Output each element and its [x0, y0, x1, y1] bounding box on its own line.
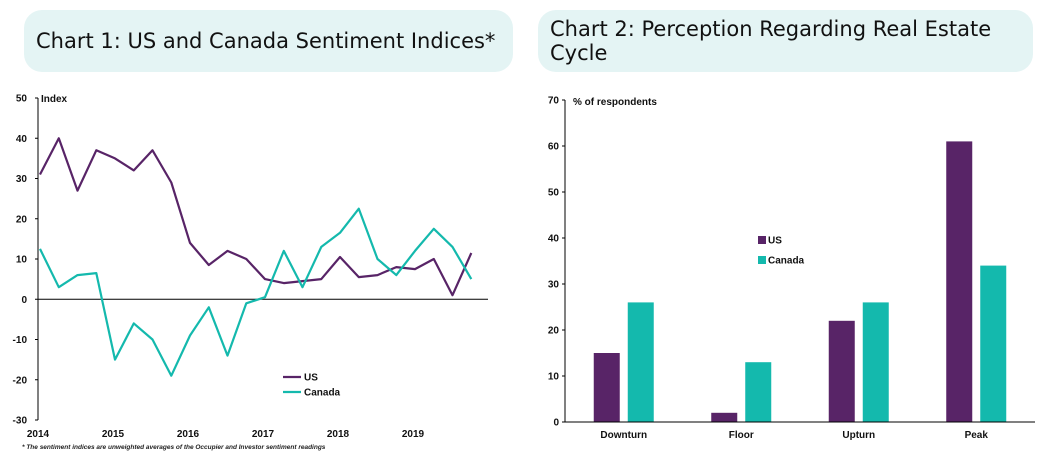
chart2-y-tick-label: 20 — [548, 326, 560, 337]
chart2-bar-canada-upturn — [862, 302, 889, 422]
chart1-footnote: * The sentiment indices are unweighted a… — [22, 444, 326, 451]
chart1-x-tick-label: 2015 — [102, 429, 125, 440]
chart2-legend-swatch-us — [758, 236, 766, 244]
chart1-y-tick-label: 0 — [21, 295, 27, 306]
chart2-legend-label-us: US — [768, 236, 782, 247]
chart1-y-axis-label: Index — [41, 94, 68, 105]
chart2-x-tick-label: Downturn — [600, 430, 647, 441]
chart2-bar-us-floor — [711, 412, 738, 422]
chart2-y-tick-label: 10 — [548, 372, 560, 383]
chart2-y-tick-label: 0 — [553, 418, 559, 429]
chart1-y-tick-label: 10 — [16, 255, 28, 266]
chart1-title-text: Chart 1: US and Canada Sentiment Indices… — [36, 29, 496, 53]
chart1-x-tick-label: 2019 — [402, 429, 425, 440]
chart1-x-tick-label: 2014 — [27, 429, 50, 440]
chart2-legend-swatch-canada — [758, 256, 766, 264]
chart1-title: Chart 1: US and Canada Sentiment Indices… — [24, 10, 513, 72]
chart2-bar-us-peak — [946, 141, 973, 422]
chart2-y-tick-label: 40 — [548, 234, 560, 245]
chart1-y-tick-label: 30 — [16, 174, 28, 185]
chart2-y-tick-label: 60 — [548, 142, 560, 153]
chart2-x-tick-label: Peak — [965, 430, 989, 441]
chart1-legend-label-canada: Canada — [304, 388, 341, 399]
chart1-series-line-canada — [39, 207, 473, 377]
chart1-y-tick-label: -20 — [13, 375, 28, 386]
chart2-bar-canada-floor — [745, 362, 772, 422]
chart1-legend-label-us: US — [304, 373, 318, 384]
chart1-series-line-us — [39, 137, 473, 297]
chart1-y-tick-label: -30 — [13, 416, 28, 427]
chart2-x-tick-label: Floor — [729, 430, 754, 441]
chart1-x-tick-label: 2016 — [177, 429, 200, 440]
chart2-y-axis-label: % of respondents — [573, 97, 657, 108]
chart2-y-tick-label: 70 — [548, 96, 560, 107]
chart2-y-tick-label: 50 — [548, 188, 560, 199]
chart2-title-text: Chart 2: Perception Regarding Real Estat… — [550, 17, 992, 65]
chart1-x-tick-label: 2017 — [252, 429, 275, 440]
chart2-x-tick-label: Upturn — [842, 430, 875, 441]
chart1-y-tick-label: 50 — [16, 94, 28, 105]
chart1-y-tick-label: -10 — [13, 335, 28, 346]
chart2-bar-canada-downturn — [627, 302, 654, 422]
chart1-y-tick-label: 20 — [16, 214, 28, 225]
chart2-bar-us-downturn — [593, 353, 620, 422]
chart2-y-tick-label: 30 — [548, 280, 560, 291]
chart2-bar-canada-peak — [980, 265, 1007, 422]
chart1-y-tick-label: 40 — [16, 134, 28, 145]
chart2-legend-label-canada: Canada — [768, 256, 805, 267]
chart2-title: Chart 2: Perception Regarding Real Estat… — [538, 10, 1033, 72]
chart2-bar-us-upturn — [828, 320, 855, 422]
chart1-x-tick-label: 2018 — [327, 429, 350, 440]
